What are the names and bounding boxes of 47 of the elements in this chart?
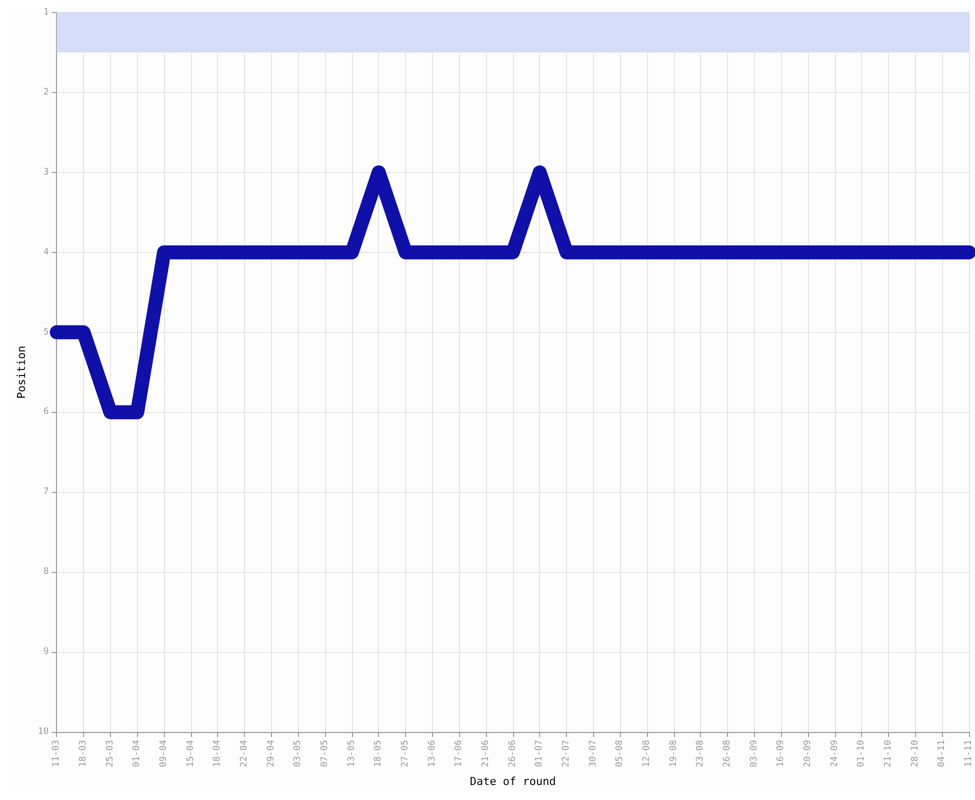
x-tick-label: 21-10	[884, 740, 894, 768]
x-tick-label: 15-04	[186, 740, 196, 768]
x-tick-label: 03-05	[293, 740, 304, 768]
y-tick-label: 7	[43, 487, 49, 498]
x-tick-label: 26-08	[722, 740, 733, 768]
x-tick-label: 07-05	[320, 740, 330, 768]
x-tick-label: 22-07	[562, 740, 572, 768]
x-tick-label: 29-04	[266, 740, 276, 768]
x-tick-label: 05-08	[615, 740, 626, 768]
y-tick-label: 1	[43, 8, 49, 18]
y-tick-label: 2	[43, 87, 49, 98]
x-tick-label: 17-06	[454, 740, 464, 768]
y-tick-label: 3	[43, 167, 49, 178]
y-tick-label: 8	[43, 567, 49, 578]
x-tick-label: 28-10	[910, 740, 920, 768]
y-tick-label: 5	[43, 327, 49, 338]
x-tick-label: 21-06	[481, 740, 492, 768]
x-tick-label: 09-04	[159, 740, 170, 768]
x-tick-label: 20-09	[803, 740, 814, 768]
x-tick-label: 13-05	[346, 740, 357, 768]
x-tick-label: 24-09	[830, 740, 840, 768]
x-tick-label: 01-04	[132, 740, 142, 768]
x-tick-label: 25-03	[105, 740, 116, 768]
y-tick-label: 10	[38, 727, 49, 737]
y-axis-title: Position	[15, 346, 28, 399]
x-tick-label: 30-07	[588, 740, 598, 768]
x-tick-label: 11-03	[52, 740, 62, 768]
y-tick-label: 4	[43, 247, 49, 258]
x-tick-label: 26-06	[508, 740, 518, 768]
x-tick-label: 18-03	[78, 740, 89, 768]
x-tick-label: 01-10	[856, 740, 867, 768]
y-tick-label: 6	[43, 407, 49, 418]
x-tick-label: 22-04	[240, 740, 250, 768]
x-tick-label: 12-08	[642, 740, 652, 768]
x-tick-label: 04-11	[937, 740, 948, 768]
x-tick-label: 03-09	[749, 740, 760, 768]
x-tick-label: 16-09	[776, 740, 786, 768]
x-tick-label: 01-07	[534, 740, 545, 768]
x-tick-label: 11-11	[964, 740, 974, 768]
x-tick-label: 23-08	[696, 740, 706, 768]
x-tick-label: 19-08	[668, 740, 679, 768]
x-tick-label: 18-04	[212, 740, 223, 768]
x-axis-title: Date of round	[470, 775, 556, 788]
x-tick-label: 13-06	[427, 740, 438, 768]
y-tick-label: 9	[43, 647, 49, 658]
x-tick-label: 18-05	[374, 740, 384, 768]
x-tick-label: 27-05	[400, 740, 411, 768]
